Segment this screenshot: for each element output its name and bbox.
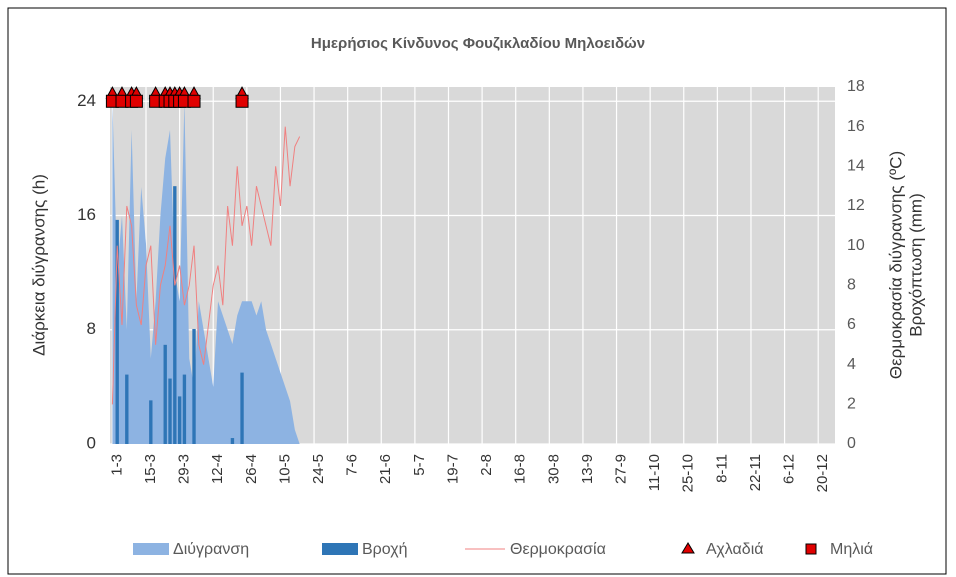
x-tick-label: 16-8 [512,454,529,484]
apple-marker [187,94,201,108]
x-tick-label: 10-5 [276,454,293,484]
y2-tick-label: 2 [847,396,856,413]
rain-bar [163,344,167,444]
y2-tick-label: 8 [847,277,856,294]
legend-label: Αχλαδιά [706,541,764,558]
rain-bar [149,400,153,444]
y2-tick-label: 0 [847,435,856,452]
x-tick-label: 8-11 [713,454,730,483]
y2-tick-label: 10 [847,237,865,254]
x-tick-label: 12-4 [209,454,226,484]
y2-tick-label: 16 [847,118,865,135]
rain-bar [168,378,172,444]
y2-tick-label: 6 [847,316,856,333]
x-tick-label: 25-10 [680,454,697,492]
x-tick-label: 24-5 [310,454,327,484]
x-tick-label: 22-11 [747,454,764,491]
rain-bar [177,396,182,444]
rain-bar [115,219,119,444]
apple-marker [235,94,249,108]
legend-label: Βροχή [362,541,408,558]
x-tick-label: 2-8 [478,454,495,476]
x-tick-label: 1-3 [108,454,125,476]
x-tick-label: 20-12 [814,454,831,492]
temperature-line [111,126,301,405]
y-tick-label: 0 [87,433,96,452]
legend-swatch [805,543,817,555]
x-tick-label: 7-6 [344,454,361,476]
apple-marker [129,94,143,108]
legend-swatch [322,543,358,555]
y2-tick-label: 12 [847,197,865,214]
y2-tick-label: 18 [847,78,865,95]
legend-swatch [681,542,695,554]
x-tick-label: 30-8 [545,454,562,484]
x-tick-label: 5-7 [411,454,428,476]
x-tick-label: 6-12 [781,454,798,484]
rain-bar [173,186,177,444]
x-tick-label: 15-3 [142,454,159,484]
y-axis-label: Διάρκεια διύγρανσης (h) [29,174,48,356]
x-tick-label: 11-10 [646,454,663,491]
y2-tick-label: 14 [847,158,865,175]
x-tick-label: 19-7 [444,454,461,484]
legend-label: Μηλιά [830,541,873,558]
rain-bar [125,374,129,444]
y-tick-label: 16 [77,205,96,224]
legend-label: Θερμοκρασία [510,541,606,558]
chart-title: Ημερήσιος Κίνδυνος Φουζικλαδίου Μηλοειδώ… [311,35,645,52]
wetness-area [112,101,300,444]
legend-swatch [133,543,169,555]
x-tick-label: 26-4 [243,454,260,484]
y2-axis-label: Βροχόπτωση (mm) [906,193,925,336]
y-tick-label: 8 [87,319,96,338]
rain-bar [182,374,187,444]
legend-label: Διύγρανση [173,541,249,558]
rain-bar [192,328,196,444]
x-tick-label: 21-6 [377,454,394,484]
rain-bar [240,372,244,444]
x-tick-label: 13-9 [579,454,596,484]
y-tick-label: 24 [77,91,96,110]
y2-tick-label: 4 [847,356,856,373]
x-tick-label: 29-3 [176,454,193,484]
rain-bar [230,438,235,444]
x-tick-label: 27-9 [613,454,630,484]
y2-axis-label: Θερμοκρασία διύγρανσης (ºC) [886,151,905,379]
